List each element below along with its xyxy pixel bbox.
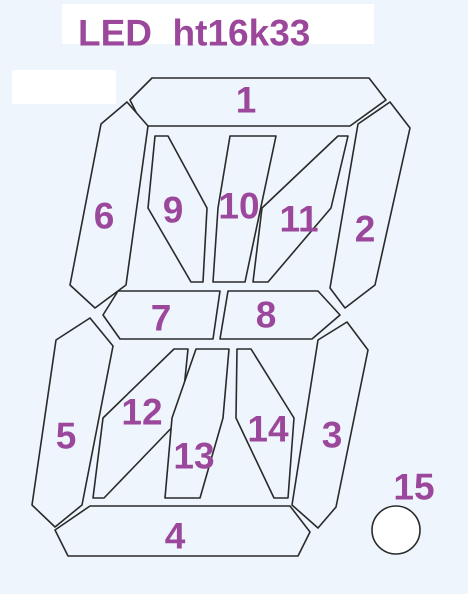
segment-4-label: 4 xyxy=(165,516,186,557)
segment-13-shape xyxy=(164,348,230,499)
segment-2-label: 2 xyxy=(355,209,376,250)
segment-11-label: 11 xyxy=(279,199,318,240)
segment-3-label: 3 xyxy=(322,415,343,456)
segment-1-shape xyxy=(129,77,387,127)
segment-1-label: 1 xyxy=(236,80,257,121)
segment-5-label: 5 xyxy=(56,416,77,457)
segment-6-label: 6 xyxy=(94,196,115,237)
segment-6-shape xyxy=(69,101,149,309)
segment-4-shape xyxy=(54,505,311,557)
segment-9-label: 9 xyxy=(163,190,184,231)
segment-10-shape xyxy=(212,135,277,283)
segment-12-shape xyxy=(92,348,189,499)
segment-10-label: 10 xyxy=(218,186,259,227)
segment-9-shape xyxy=(147,135,208,283)
corner-backdrop xyxy=(12,70,116,104)
segment-11-shape xyxy=(252,135,349,283)
segment-5-shape xyxy=(31,317,114,528)
segment-2-shape xyxy=(329,101,411,309)
decimal-point-shape xyxy=(371,505,421,555)
segment-12-label: 12 xyxy=(121,392,162,433)
title-backdrop xyxy=(62,4,374,44)
segment-8-shape xyxy=(219,290,341,340)
segment-13-label: 13 xyxy=(173,436,214,477)
segment-7-shape xyxy=(102,290,221,340)
segment-8-label: 8 xyxy=(256,295,277,336)
segment-7-label: 7 xyxy=(151,298,172,339)
decimal-point-label: 15 xyxy=(393,467,434,508)
segment-14-label: 14 xyxy=(247,409,289,450)
segment-3-shape xyxy=(291,321,369,529)
segment-14-shape xyxy=(235,348,295,499)
diagram-title: LED ht16k33 xyxy=(78,13,310,54)
